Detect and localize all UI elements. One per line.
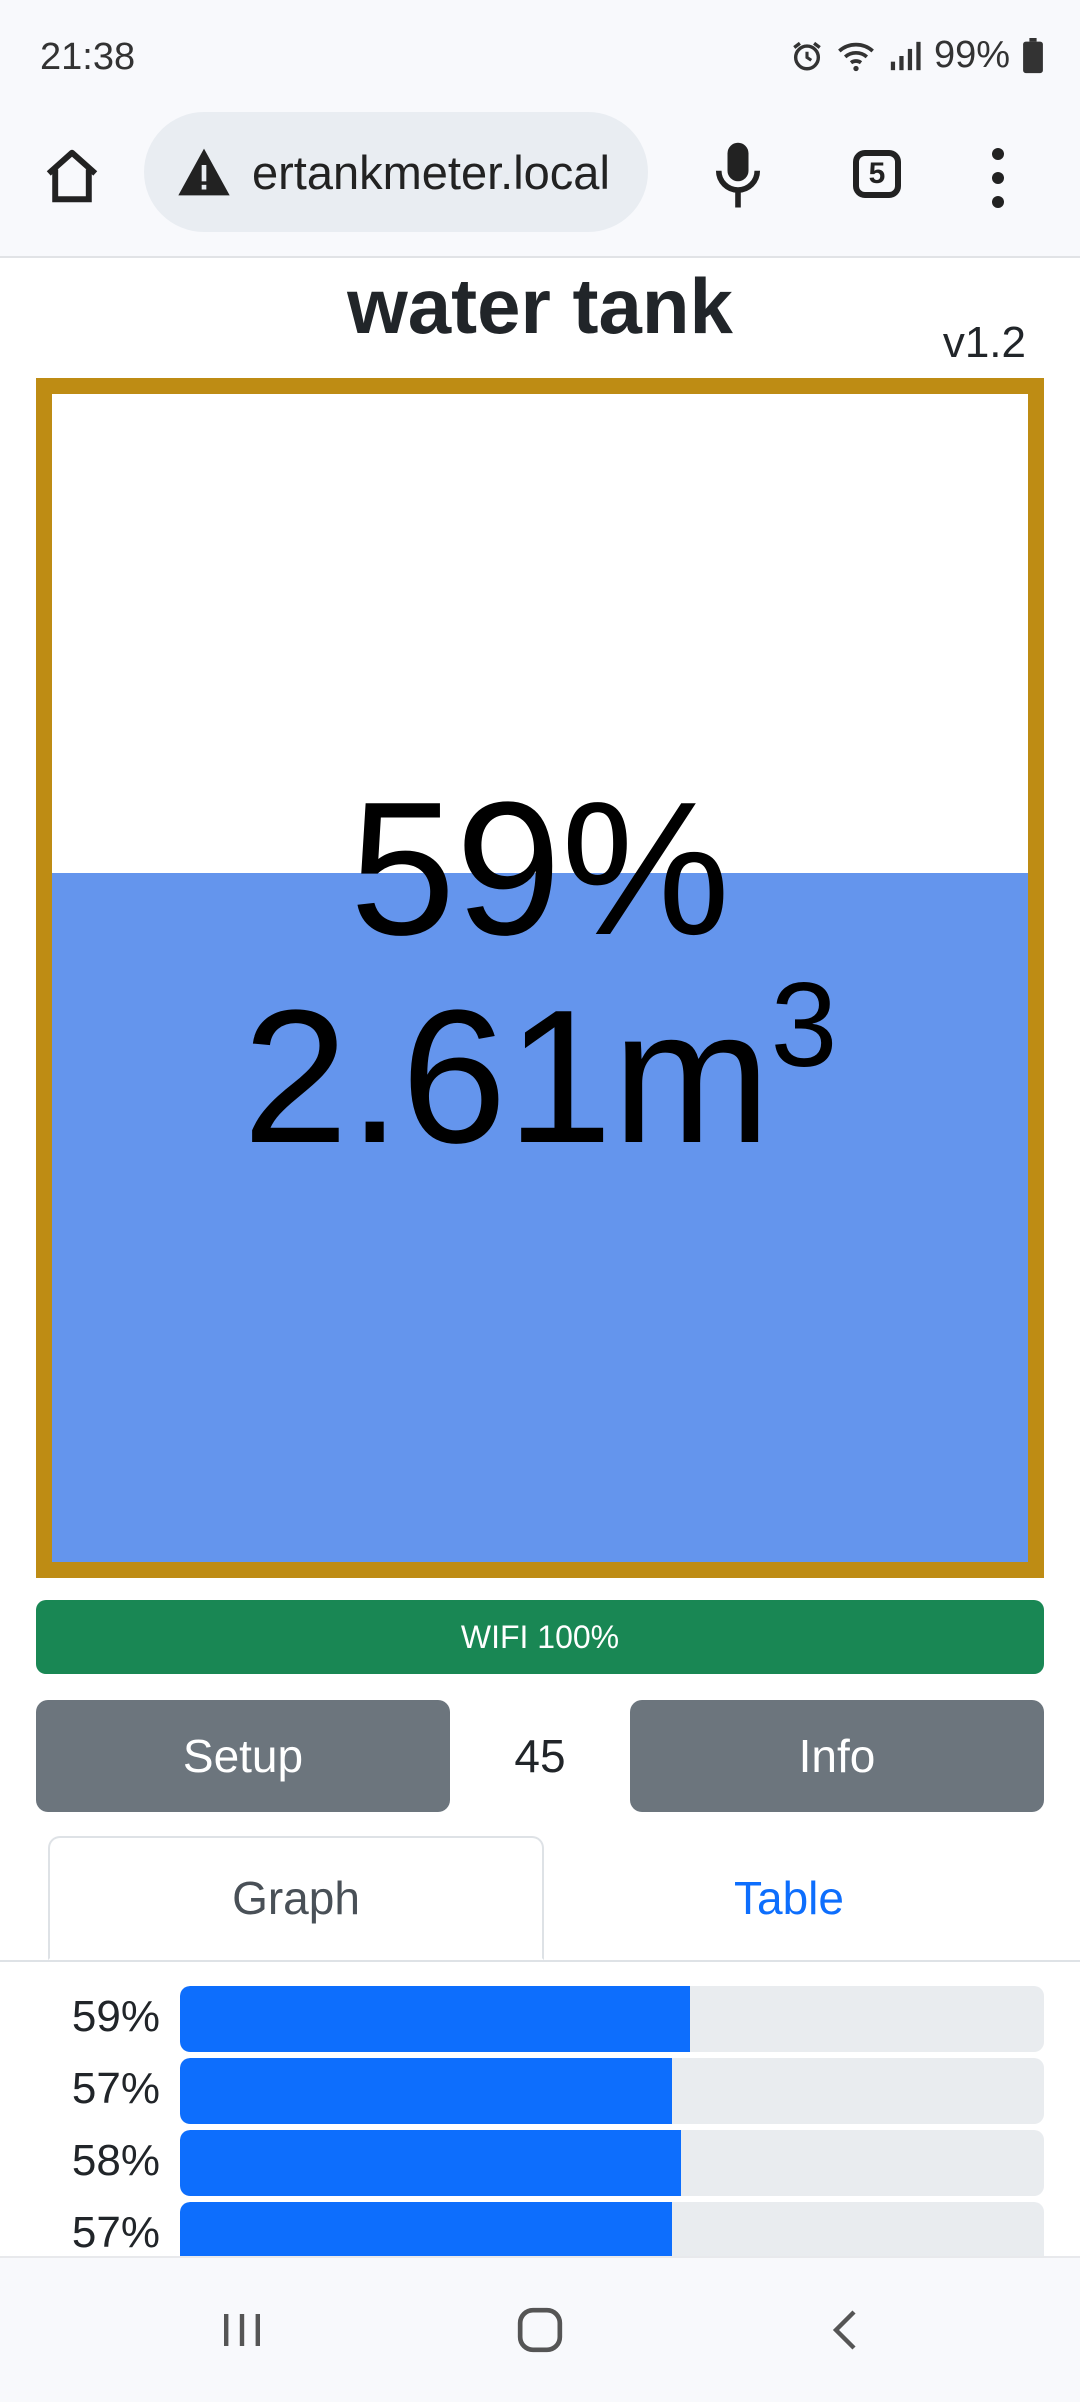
tank-water-fill (52, 872, 1028, 1562)
page-title: water tank (347, 262, 733, 350)
system-nav-bar (0, 2256, 1080, 2402)
tank-gauge: 59% 2.61m3 (36, 378, 1044, 1578)
browser-toolbar: ertankmeter.local 5 (0, 110, 1080, 258)
wifi-strength-label: WIFI 100% (460, 1618, 620, 1655)
home-nav-icon[interactable] (500, 2298, 580, 2362)
tab-graph[interactable]: Graph (48, 1836, 544, 1960)
mic-icon (715, 142, 761, 208)
setup-button[interactable]: Setup (36, 1700, 450, 1812)
signal-icon (888, 39, 922, 73)
version-label: v1.2 (942, 318, 1026, 367)
history-row: 57% (0, 2056, 1080, 2128)
tabs-icon: 5 (853, 150, 901, 198)
history-track (180, 1986, 1044, 2052)
battery-percent: 99% (933, 34, 1010, 76)
tank-volume: 2.61m3 (52, 965, 1028, 1183)
tank-percent: 59% (349, 763, 731, 975)
history-track (180, 2058, 1044, 2124)
history-bars: 59% 57% 58% 57% (0, 1984, 1080, 2272)
history-label: 58% (71, 2136, 160, 2185)
history-label: 57% (71, 2208, 160, 2257)
back-icon[interactable] (806, 2298, 886, 2362)
tabs-button[interactable]: 5 (845, 142, 909, 206)
view-tabs: Graph Table (0, 1836, 1080, 1962)
history-label: 57% (71, 2064, 160, 2113)
history-row: 58% (0, 2128, 1080, 2200)
info-button[interactable]: Info (630, 1700, 1044, 1812)
url-text[interactable]: ertankmeter.local (252, 145, 610, 199)
tab-count: 5 (868, 157, 886, 190)
tank-volume-value: 2.61m (242, 971, 771, 1183)
more-vert-icon[interactable] (980, 140, 1016, 216)
status-time: 21:38 (40, 36, 136, 78)
tank-readout: 59% 2.61m3 (52, 774, 1028, 1182)
alarm-icon (790, 39, 824, 73)
home-icon (46, 149, 98, 203)
wifi-strength-bar: WIFI 100% (36, 1600, 1044, 1674)
warning-icon[interactable] (174, 142, 234, 202)
wifi-icon (836, 39, 876, 73)
home-button[interactable] (36, 140, 108, 212)
status-bar: 21:38 99% (0, 0, 1080, 110)
address-bar[interactable]: ertankmeter.local (144, 112, 648, 232)
history-bar (180, 1986, 690, 2052)
battery-icon (1022, 37, 1044, 74)
status-icons: 99% (790, 34, 1044, 77)
counter-value: 45 (514, 1730, 566, 1782)
history-bar (180, 2130, 682, 2196)
voice-search-button[interactable] (700, 136, 776, 216)
tab-table[interactable]: Table (734, 1872, 844, 1924)
history-bar (180, 2058, 673, 2124)
history-label: 59% (71, 1992, 160, 2041)
tank-volume-unit: 3 (770, 957, 838, 1092)
recents-icon[interactable] (202, 2298, 282, 2362)
history-row: 59% (0, 1984, 1080, 2056)
history-track (180, 2130, 1044, 2196)
